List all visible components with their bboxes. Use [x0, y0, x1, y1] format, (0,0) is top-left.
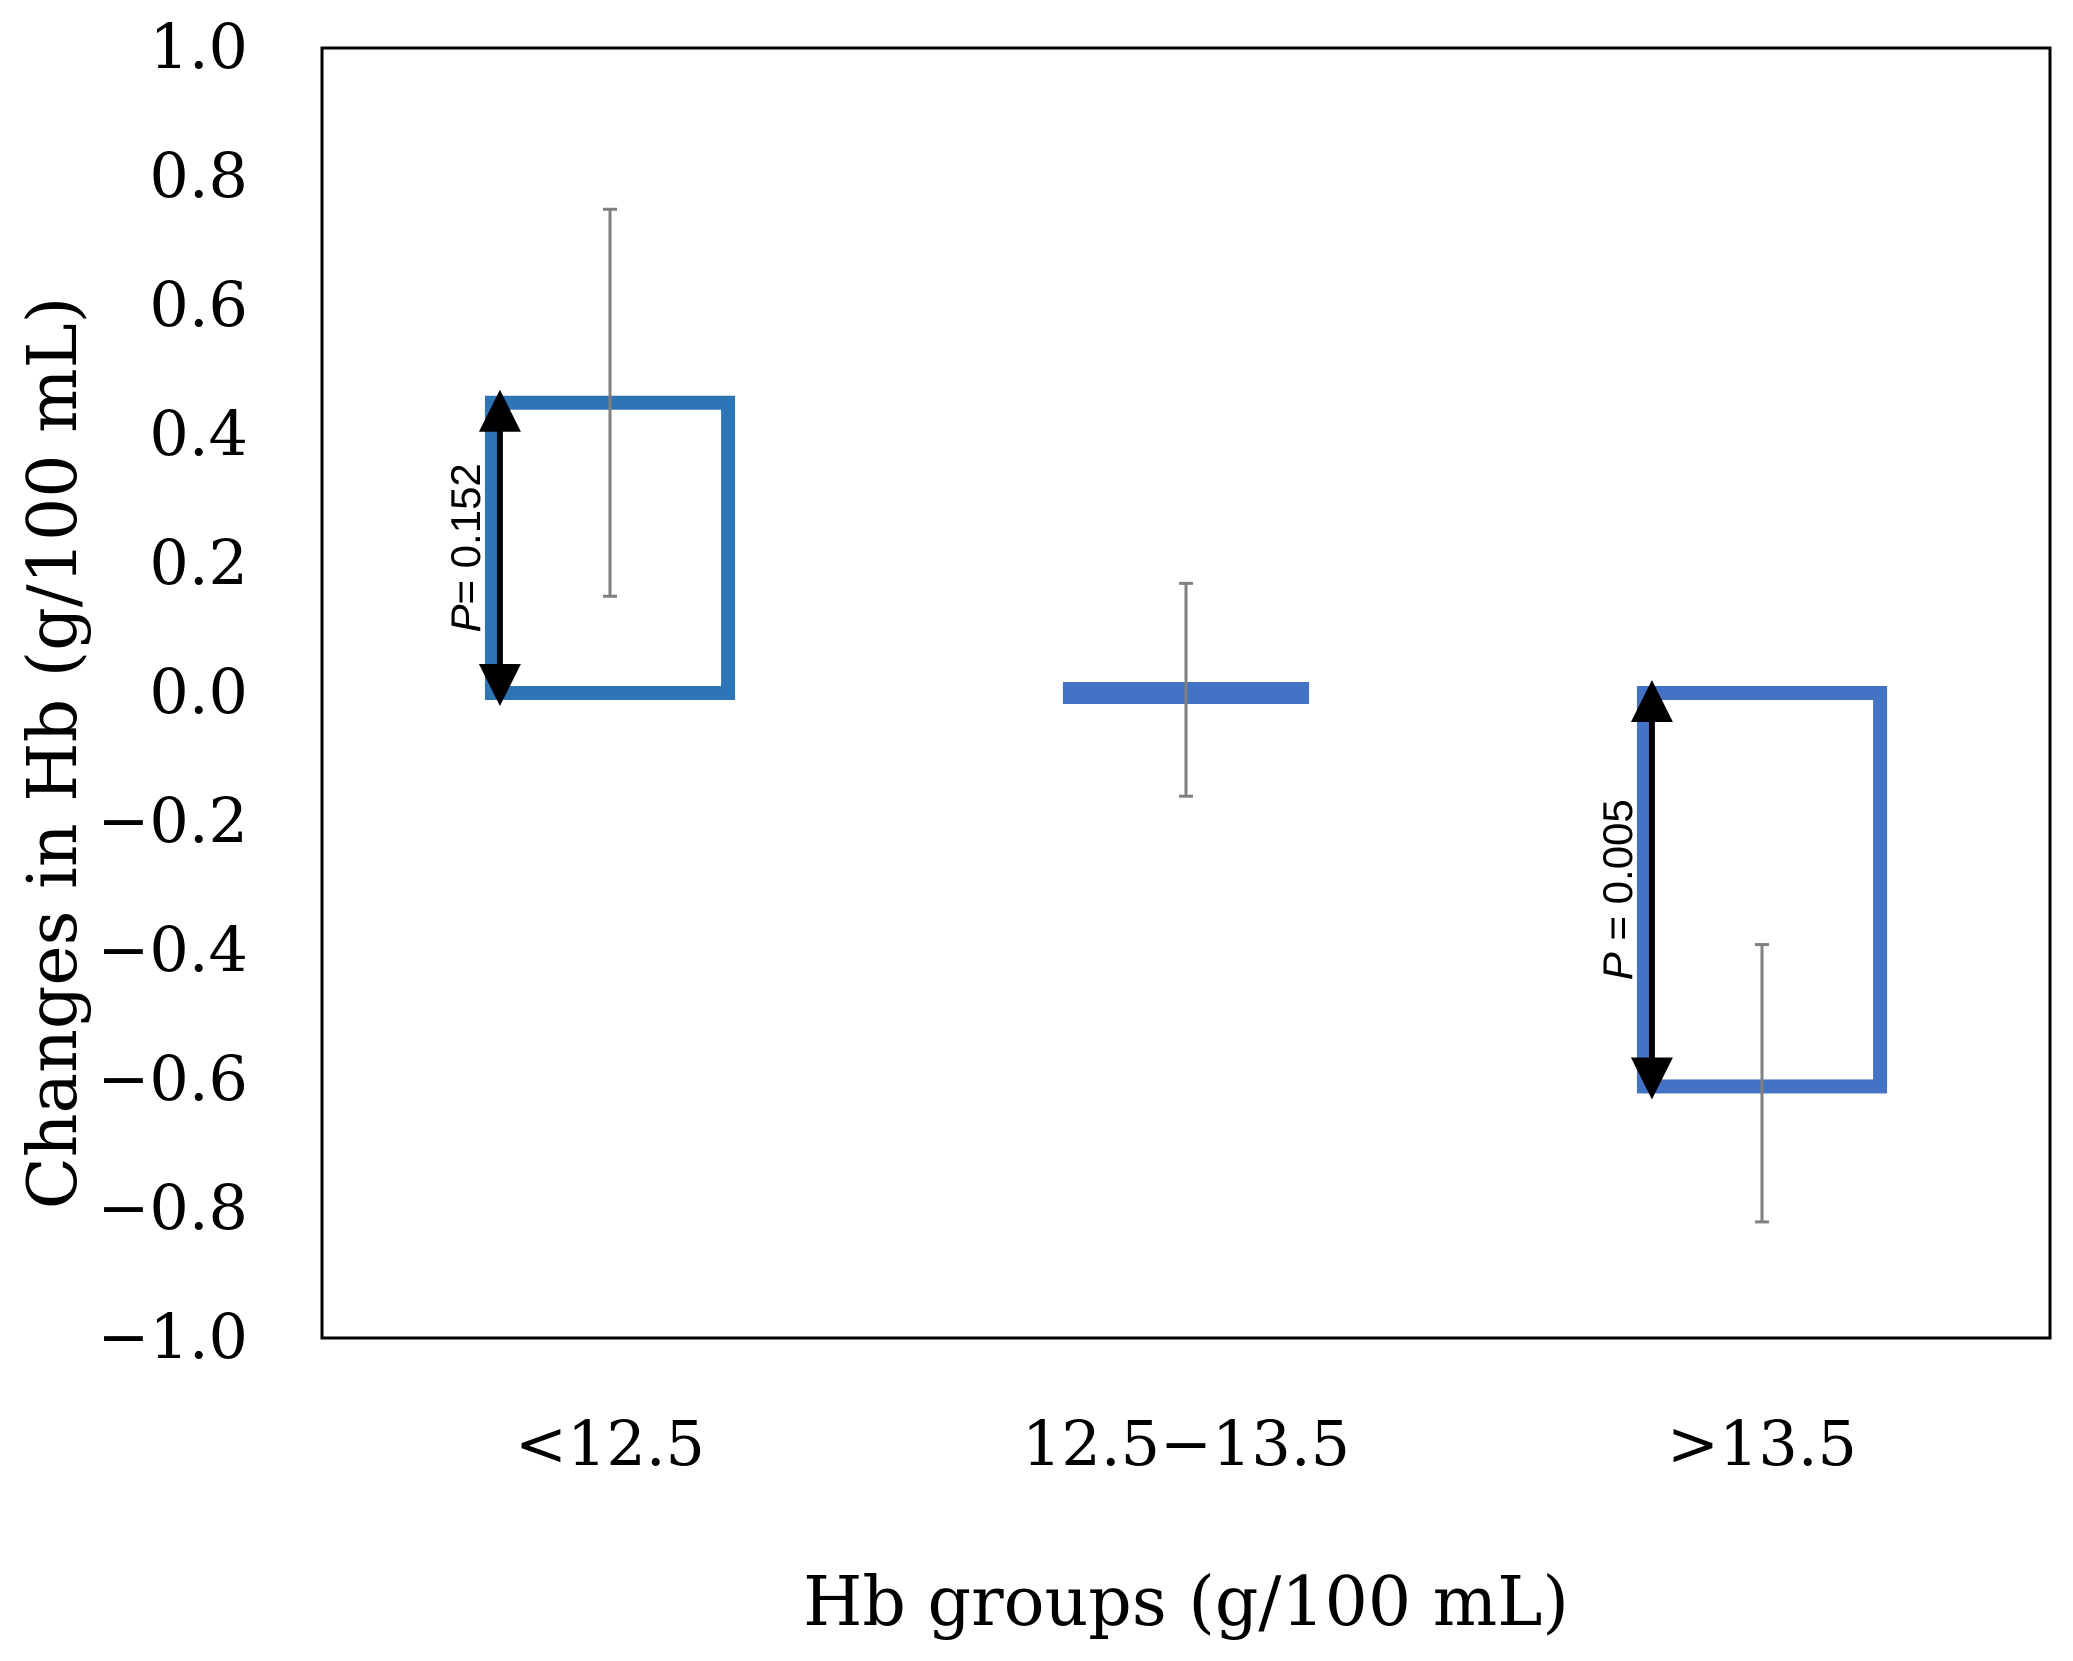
x-category-label: >13.5	[1667, 1407, 1857, 1480]
y-axis-ticks: 1.0 0.8 0.6 0.4 0.2 0.0 −0.2 −0.4 −0.6 −0.8 −1.0	[97, 10, 248, 1373]
y-tick-label: −0.6	[97, 1042, 248, 1115]
y-tick-label: 0.4	[149, 397, 248, 470]
p-symbol: P	[442, 605, 489, 633]
p-value-label: P= 0.152	[442, 463, 489, 632]
x-axis-categories: <12.5 12.5−13.5 >13.5	[515, 1407, 1857, 1480]
y-tick-label: 0.8	[149, 139, 248, 212]
x-category-label: <12.5	[515, 1407, 705, 1480]
p-value-text: = 0.005	[1594, 799, 1641, 952]
p-value-text: = 0.152	[442, 463, 489, 604]
x-axis-title: Hb groups (g/100 mL)	[803, 1563, 1569, 1642]
plot-area-frame	[320, 46, 2052, 1340]
y-tick-label: −1.0	[97, 1300, 248, 1373]
y-tick-label: 0.6	[149, 268, 248, 341]
y-tick-label: 1.0	[149, 10, 248, 83]
y-tick-label: 0.2	[149, 526, 248, 599]
y-axis-title: Changes in Hb (g/100 mL)	[14, 297, 93, 1210]
p-value-label: P = 0.005	[1594, 799, 1641, 980]
y-tick-label: 0.0	[149, 655, 248, 728]
p-symbol: P	[1594, 952, 1641, 980]
y-tick-label: −0.2	[97, 784, 248, 857]
y-tick-label: −0.8	[97, 1171, 248, 1244]
x-category-label: 12.5−13.5	[1022, 1407, 1350, 1480]
error-bars	[603, 207, 1769, 1224]
y-tick-label: −0.4	[97, 913, 248, 986]
